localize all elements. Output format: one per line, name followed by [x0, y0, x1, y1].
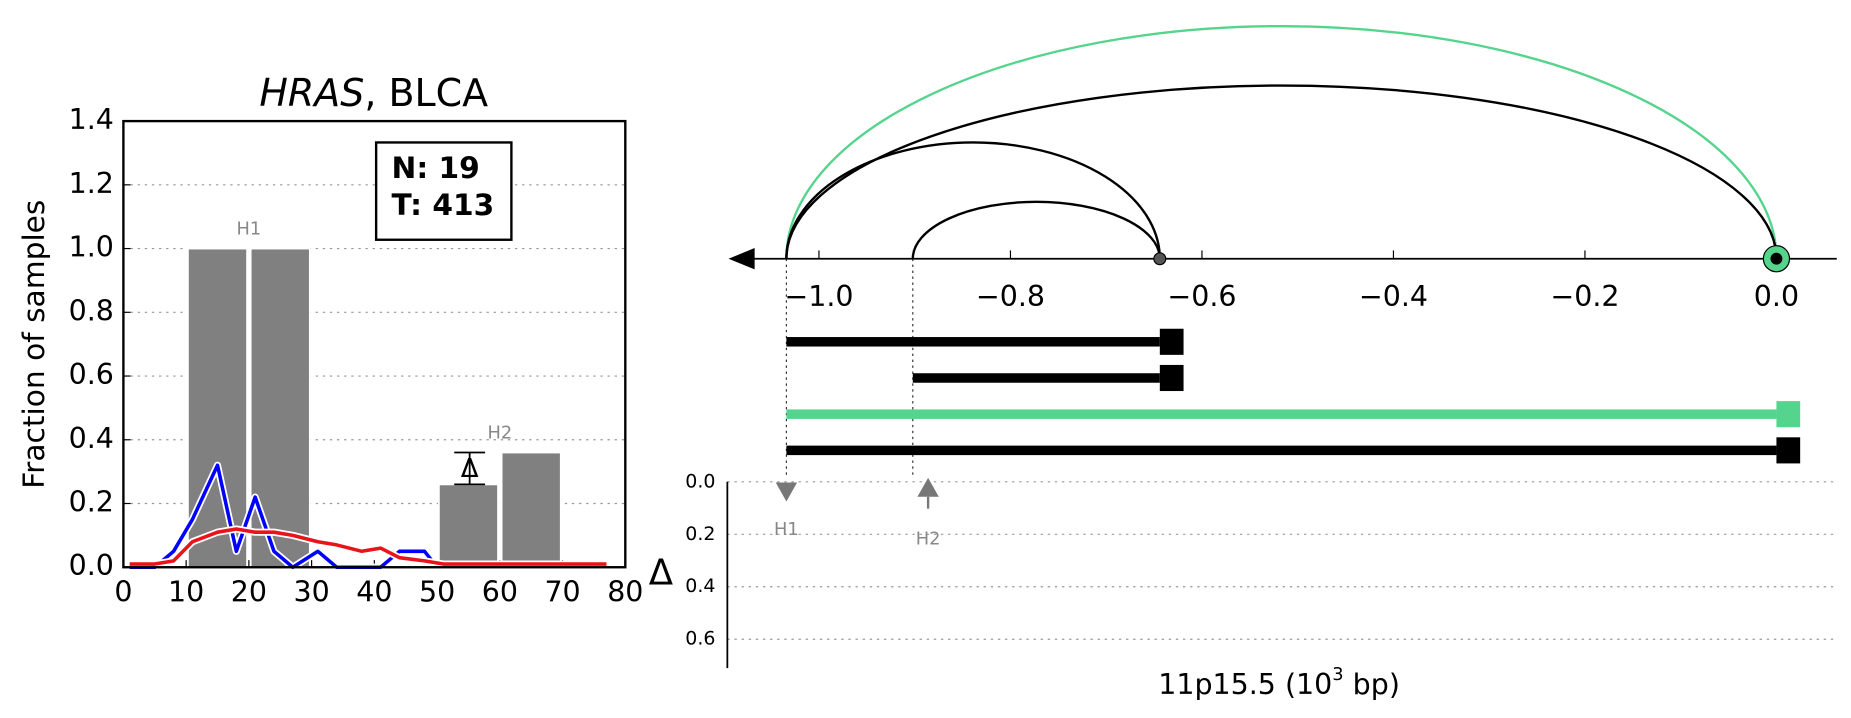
x-tick-label: 80 [607, 575, 643, 608]
legend-box [374, 141, 513, 241]
marker [917, 477, 939, 497]
marker-label: H1 [774, 519, 799, 540]
transcript-end [1776, 437, 1801, 464]
delta-tick-label: 0.2 [685, 523, 715, 545]
annotation: H2 [487, 423, 512, 444]
y-tick-label: 0.0 [69, 549, 114, 582]
x-axis-label: 11p15.5 (103 bp) [1158, 664, 1400, 701]
delta-axis-label: Δ [649, 552, 674, 593]
line [129, 527, 607, 566]
arc [785, 25, 1778, 259]
x-tick-label: 30 [293, 575, 329, 608]
histogram-bar [500, 451, 562, 569]
y-tick-label: 0.6 [69, 358, 114, 391]
x-tick-label: 10 [168, 575, 204, 608]
arc [911, 200, 1162, 259]
x-label-part: 11p15.5 (10 [1158, 668, 1332, 701]
x-label-sup: 3 [1332, 664, 1343, 685]
chart-title: HRAS, BLCA [259, 70, 488, 114]
x-tick-label: 50 [419, 575, 455, 608]
x-tick-label: 0 [114, 575, 132, 608]
x-tick-label: −0.8 [976, 280, 1045, 313]
line [129, 463, 439, 570]
histogram-bar [187, 247, 248, 569]
delta-annotation: Δ [461, 454, 479, 484]
arc [785, 141, 1162, 259]
delta-tick-label: 0.4 [685, 575, 715, 597]
transcript [912, 373, 1160, 383]
transcript-end [1776, 401, 1801, 428]
x-tick-label: 60 [482, 575, 518, 608]
marker-label: H2 [916, 529, 941, 550]
title-rest: , BLCA [364, 70, 488, 114]
delta-tick-label: 0.0 [685, 470, 715, 492]
x-tick-label: 0.0 [1754, 280, 1799, 313]
y-axis-label: Fraction of samples [16, 200, 51, 489]
arc [785, 84, 1778, 259]
y-tick-label: 0.2 [69, 486, 114, 519]
x-tick-label: −0.4 [1359, 280, 1428, 313]
axis-arrow [728, 248, 755, 270]
histogram-bar [437, 483, 499, 569]
plot-frame [122, 119, 627, 569]
y-tick-label: 1.0 [69, 231, 114, 264]
transcript [786, 445, 1777, 456]
transcript-end [1159, 328, 1184, 355]
transcript [786, 409, 1777, 419]
legend-text: T: 413 [392, 187, 495, 222]
node [1153, 252, 1167, 266]
node-core [1770, 252, 1783, 265]
y-tick-label: 0.4 [69, 422, 114, 455]
y-tick-label: 0.8 [69, 294, 114, 327]
annotation: H1 [237, 219, 262, 240]
x-tick-label: 40 [356, 575, 392, 608]
x-tick-label: 70 [544, 575, 580, 608]
y-tick-label: 1.2 [69, 167, 114, 200]
x-tick-label: −0.2 [1550, 280, 1619, 313]
y-tick-label: 1.4 [69, 103, 114, 136]
x-tick-label: −1.0 [784, 280, 853, 313]
x-tick-label: 20 [231, 575, 267, 608]
x-label-part: bp) [1344, 668, 1400, 701]
delta-tick-label: 0.6 [685, 628, 715, 650]
x-tick-label: −0.6 [1167, 280, 1236, 313]
marker [775, 482, 798, 502]
transcript [786, 337, 1160, 347]
legend-text: N: 19 [392, 150, 480, 185]
transcript-end [1159, 364, 1184, 392]
title-gene: HRAS [259, 70, 364, 114]
